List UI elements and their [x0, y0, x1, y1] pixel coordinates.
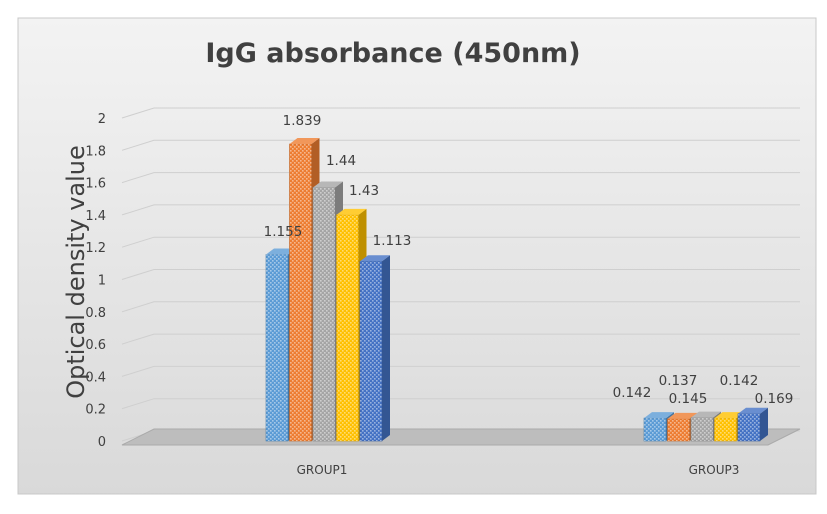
y-tick-label: 0.4 — [85, 370, 106, 385]
category-label: GROUP3 — [689, 463, 740, 477]
gridline — [121, 301, 800, 313]
x-axis-categories: GROUP1 GROUP3 — [297, 463, 740, 477]
data-label: 1.44 — [326, 153, 356, 169]
data-label: 1.155 — [264, 224, 303, 240]
bar-top — [691, 411, 721, 418]
data-label: 0.145 — [669, 391, 708, 407]
bar-texture — [336, 214, 359, 441]
gridline — [121, 204, 800, 216]
y-axis-ticks: 0 0.2 0.4 0.6 0.8 1 1.2 1.4 1.6 1.8 2 — [85, 112, 106, 450]
bar-texture — [667, 418, 690, 441]
bar-top — [266, 248, 296, 255]
bar-texture — [360, 261, 382, 441]
y-tick-label: 2 — [98, 112, 106, 127]
data-label: 1.113 — [373, 233, 412, 249]
y-tick-label: 0.6 — [85, 338, 106, 353]
y-tick-label: 0 — [98, 435, 106, 450]
bar-top — [738, 407, 768, 414]
gridline — [121, 365, 800, 377]
bar-side — [382, 255, 390, 441]
gridline — [121, 139, 800, 151]
gridline — [121, 236, 800, 248]
bar-top — [644, 412, 674, 419]
gridline — [121, 398, 800, 410]
bar-top — [313, 181, 343, 188]
data-label: 1.839 — [283, 113, 322, 129]
y-tick-label: 1 — [98, 274, 106, 289]
y-tick-label: 1.4 — [85, 209, 106, 224]
data-label: 0.137 — [659, 373, 698, 389]
y-tick-label: 1.6 — [85, 177, 106, 192]
bar-top — [714, 412, 745, 419]
category-label: GROUP1 — [297, 463, 348, 477]
bar-texture — [714, 418, 737, 441]
bar-texture — [691, 417, 713, 441]
data-label: 1.43 — [349, 183, 379, 199]
bar-side — [760, 407, 768, 441]
bar-texture — [266, 254, 288, 441]
y-tick-label: 1.8 — [85, 144, 106, 159]
gridline — [121, 333, 800, 345]
chart-title: IgG absorbance (450nm) — [205, 38, 580, 69]
data-label: 0.142 — [613, 385, 652, 401]
bar-texture — [313, 187, 335, 441]
y-tick-label: 0.8 — [85, 306, 106, 321]
data-label: 0.142 — [720, 373, 759, 389]
bar-texture — [738, 413, 760, 441]
bar-top — [289, 138, 320, 145]
y-tick-label: 0.2 — [85, 403, 106, 418]
y-axis-label: Optical density value — [62, 145, 90, 399]
gridline — [121, 172, 800, 184]
bar-texture — [289, 144, 312, 441]
data-labels: 1.155 0.142 1.839 0.137 1.44 0.145 1.43 0.142 1.… — [264, 113, 794, 407]
bar-top — [360, 255, 390, 262]
gridline — [121, 269, 800, 280]
bar-texture — [644, 418, 666, 441]
bar-top — [667, 412, 698, 419]
bars — [265, 138, 768, 442]
y-tick-label: 1.2 — [85, 241, 106, 256]
bar-top — [336, 208, 367, 215]
gridline — [121, 107, 800, 119]
data-label: 0.169 — [755, 391, 794, 407]
